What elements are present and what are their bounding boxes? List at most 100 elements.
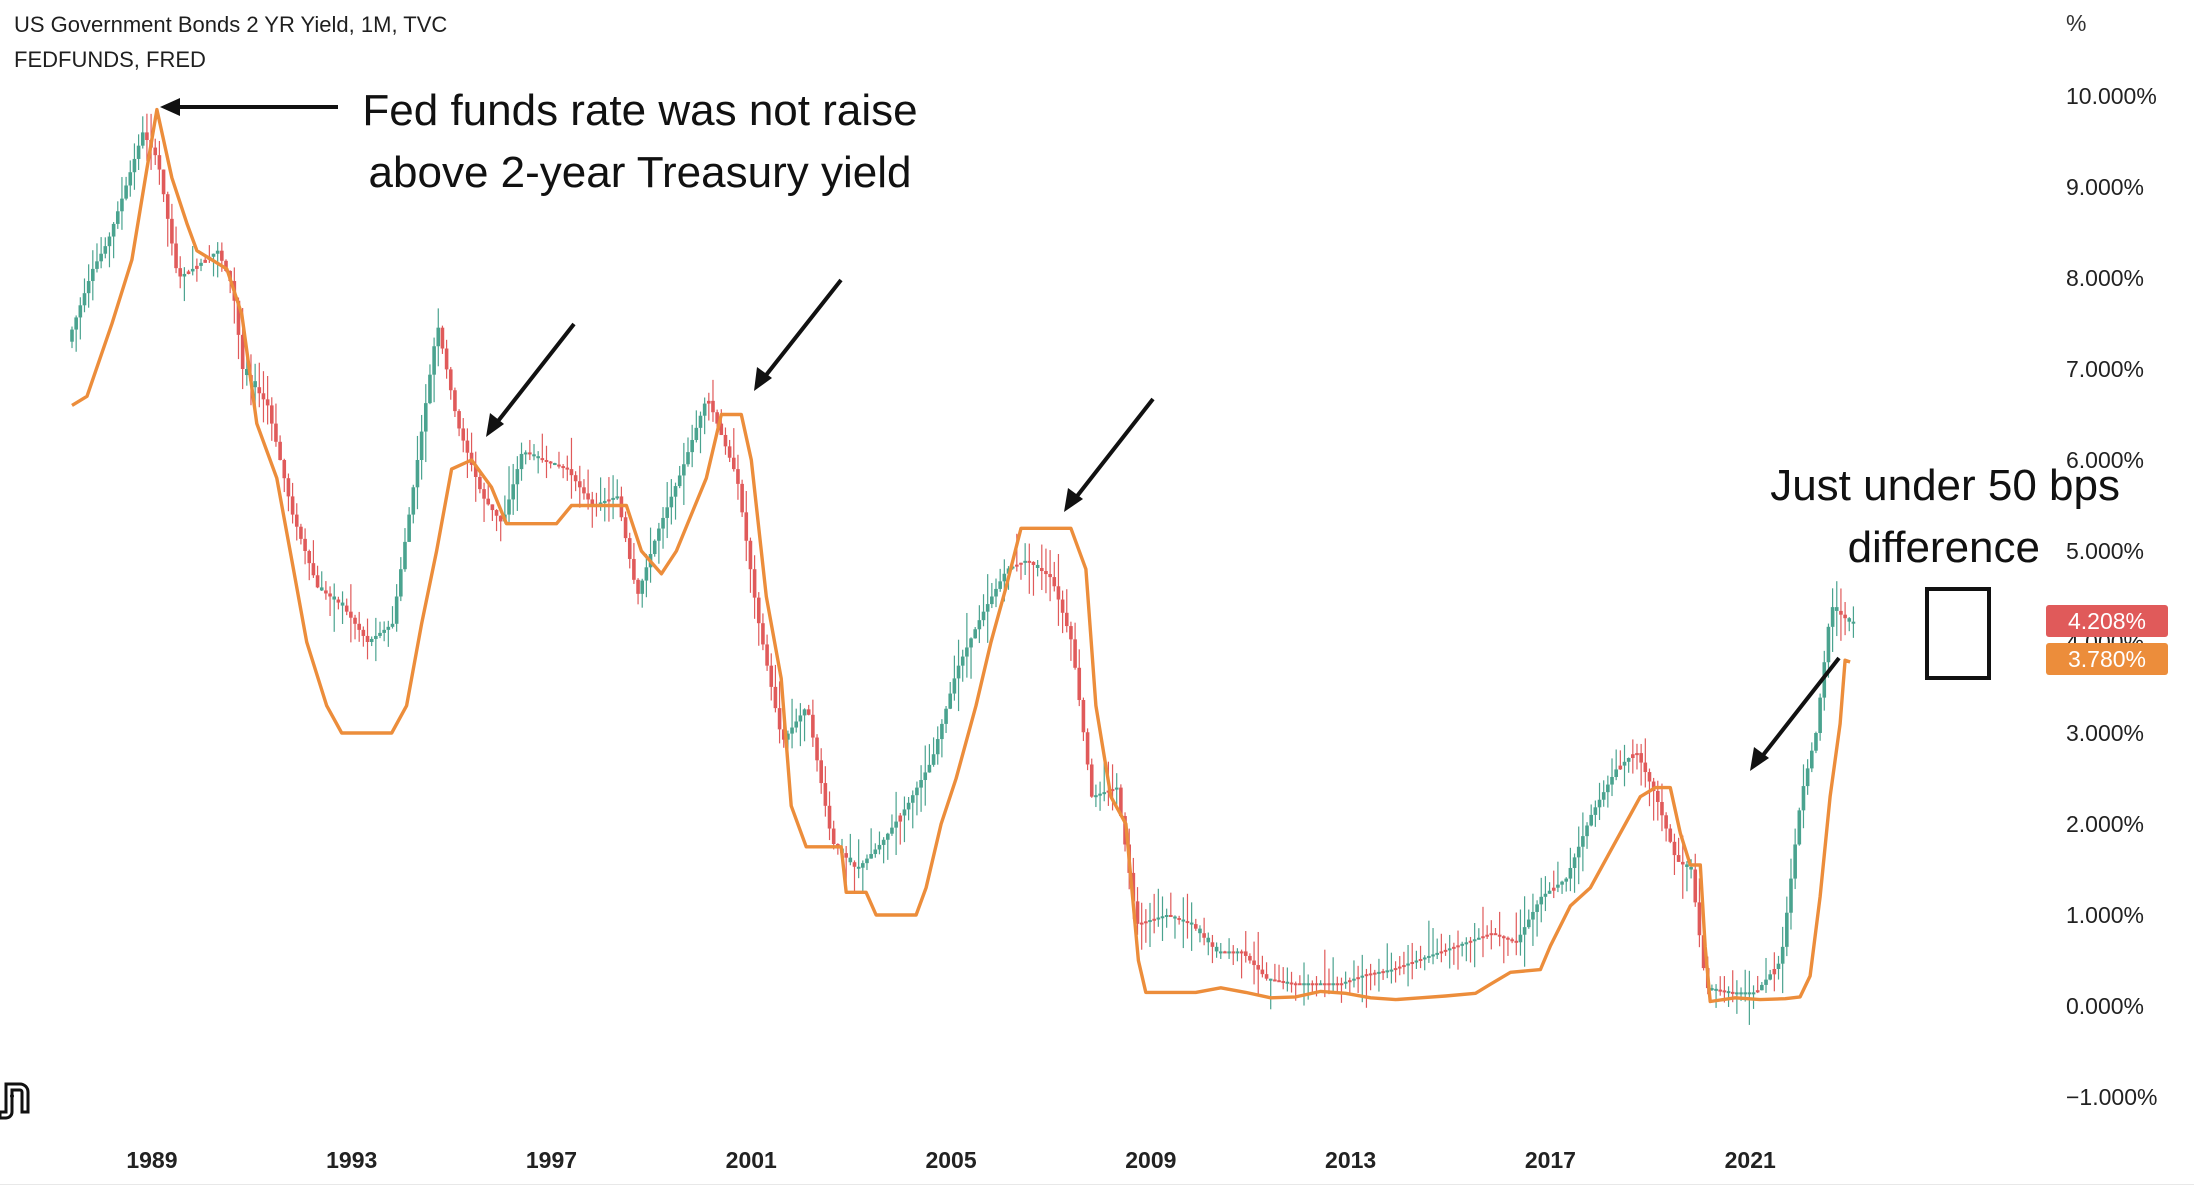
y-tick-label: 6.000% bbox=[2066, 447, 2144, 473]
candle-body bbox=[1510, 939, 1514, 942]
candle-body bbox=[956, 665, 961, 679]
candle-body bbox=[1655, 791, 1660, 803]
candle-body bbox=[823, 783, 828, 806]
candle-body bbox=[1439, 951, 1444, 954]
candle-body bbox=[910, 795, 915, 803]
candle-body bbox=[1002, 573, 1007, 582]
candle-body bbox=[715, 412, 719, 424]
candle-body bbox=[827, 805, 832, 829]
legend-fed-funds: FEDFUNDS, FRED bbox=[14, 47, 206, 72]
candle-body bbox=[806, 709, 811, 715]
candle-body bbox=[336, 599, 341, 603]
candle-body bbox=[519, 453, 524, 470]
y-tick-label: 5.000% bbox=[2066, 538, 2144, 564]
candle-body bbox=[1643, 762, 1648, 773]
candle-body bbox=[170, 218, 174, 244]
candle-body bbox=[586, 493, 590, 500]
candle-body bbox=[1289, 982, 1294, 985]
candle-body bbox=[598, 502, 603, 505]
candle-body bbox=[1397, 966, 1402, 969]
candle-body bbox=[136, 145, 141, 159]
candle-body bbox=[565, 467, 570, 470]
candle-body bbox=[1514, 940, 1519, 943]
candle-body bbox=[419, 431, 424, 460]
candle-body bbox=[1739, 992, 1743, 995]
candle-body bbox=[311, 563, 316, 576]
arrow-2006 bbox=[1072, 397, 1155, 502]
candle-body bbox=[1285, 981, 1290, 984]
y-axis-ticks: 10.000%9.000%8.000%7.000%6.000%5.000%4.0… bbox=[2066, 83, 2157, 1110]
candle-body bbox=[1464, 942, 1469, 945]
candle-body bbox=[1772, 968, 1777, 975]
candle-body bbox=[1073, 639, 1077, 668]
candle-body bbox=[432, 346, 436, 375]
candle-body bbox=[1089, 764, 1094, 797]
candle-body bbox=[761, 623, 765, 645]
fed-funds-price-badge: 3.780% bbox=[2046, 643, 2168, 675]
candle-body bbox=[436, 327, 441, 347]
candle-body bbox=[1085, 732, 1090, 765]
candle-body bbox=[423, 403, 428, 432]
candle-body bbox=[844, 853, 848, 858]
candle-body bbox=[1185, 921, 1190, 924]
candle-body bbox=[1801, 786, 1806, 811]
candle-body bbox=[960, 656, 965, 666]
candle-body bbox=[682, 464, 686, 476]
candle-body bbox=[1368, 973, 1373, 976]
candle-body bbox=[95, 261, 99, 269]
candle-body bbox=[1177, 918, 1181, 921]
candle-body bbox=[856, 866, 861, 869]
candle-body bbox=[1156, 917, 1161, 920]
candle-body bbox=[369, 638, 374, 642]
candle-body bbox=[540, 458, 545, 461]
candle-body bbox=[1597, 799, 1602, 808]
candle-body bbox=[1585, 825, 1589, 837]
candle-body bbox=[627, 538, 632, 559]
candle-body bbox=[1181, 919, 1186, 922]
arrow-2006-head bbox=[1064, 488, 1083, 512]
candle-body bbox=[1443, 949, 1448, 952]
candle-body bbox=[935, 739, 940, 755]
candle-body bbox=[461, 428, 466, 441]
candle-body bbox=[82, 293, 87, 306]
candle-body bbox=[1410, 962, 1415, 965]
candle-body bbox=[115, 211, 120, 224]
candle-body bbox=[140, 132, 145, 146]
candle-body bbox=[294, 514, 299, 527]
highlight-box bbox=[1925, 587, 1991, 680]
candle-body bbox=[1414, 960, 1419, 963]
candle-body bbox=[1389, 969, 1394, 972]
x-axis-ticks: 1989 1993 1997 2001 2005 2009 2013 2017 2021 bbox=[126, 1147, 1776, 1173]
candle-body bbox=[1094, 795, 1098, 798]
candle-body bbox=[357, 623, 361, 630]
candle-body bbox=[174, 243, 178, 269]
candle-body bbox=[1730, 991, 1735, 994]
candle-body bbox=[1818, 697, 1822, 733]
candle-body bbox=[948, 693, 953, 709]
candle-body bbox=[1048, 574, 1052, 578]
candle-body bbox=[1193, 924, 1198, 929]
candle-body bbox=[623, 517, 628, 539]
x-tick-label: 1993 bbox=[326, 1147, 377, 1173]
candle-body bbox=[919, 780, 923, 788]
candle-body bbox=[124, 185, 128, 199]
candle-body bbox=[1377, 971, 1381, 974]
x-tick-label: 1997 bbox=[526, 1147, 577, 1173]
candle-body bbox=[236, 300, 241, 335]
arrow-1995-head bbox=[486, 413, 504, 437]
candle-body bbox=[382, 629, 386, 633]
tradingview-logo-icon[interactable] bbox=[0, 1074, 36, 1134]
candle-body bbox=[1789, 878, 1793, 913]
arrow-2019 bbox=[1758, 656, 1841, 761]
candle-body bbox=[736, 469, 740, 484]
candle-body bbox=[1231, 951, 1236, 954]
candle-body bbox=[1726, 991, 1731, 994]
candle-body bbox=[548, 461, 553, 464]
candle-body bbox=[1364, 974, 1369, 977]
candle-body bbox=[1710, 988, 1714, 991]
candle-body bbox=[494, 510, 499, 516]
candle-body bbox=[1281, 980, 1285, 983]
candle-body bbox=[1839, 610, 1843, 615]
candle-body bbox=[1485, 934, 1489, 937]
candle-body bbox=[153, 147, 158, 156]
